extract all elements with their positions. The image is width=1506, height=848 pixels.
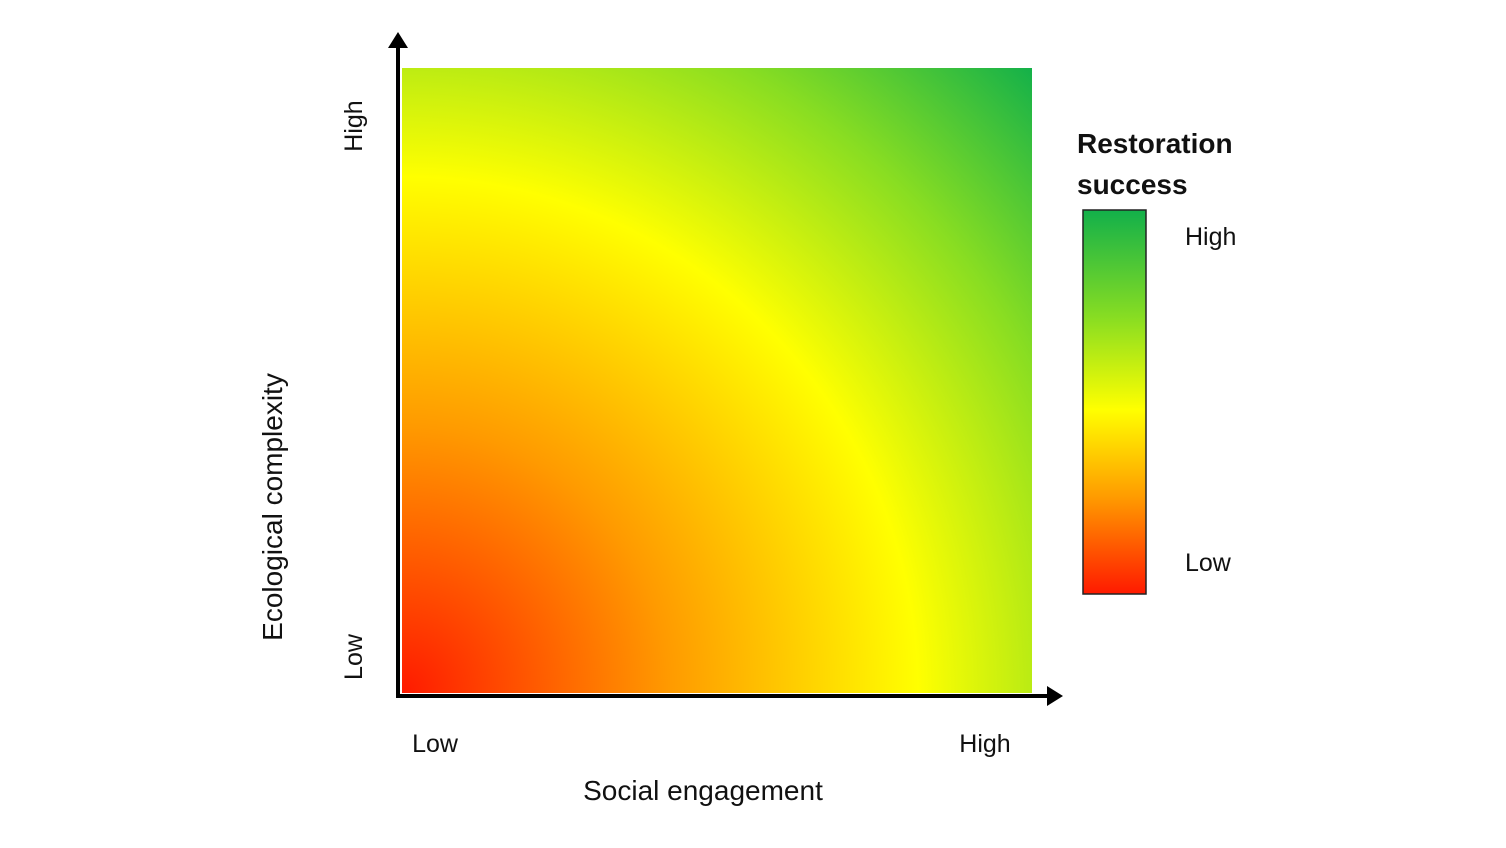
x-axis-title: Social engagement	[583, 775, 823, 806]
y-axis-title: Ecological complexity	[257, 373, 288, 641]
legend-high-label: High	[1185, 223, 1236, 251]
legend-color-bar	[1082, 209, 1147, 595]
success-gradient-field	[402, 68, 1032, 693]
y-axis-high-label: High	[340, 100, 368, 151]
legend-title-line1: Restoration	[1077, 128, 1233, 159]
y-axis-arrowhead	[388, 32, 408, 48]
x-axis-high-label: High	[959, 730, 1010, 758]
legend-low-label: Low	[1185, 549, 1232, 577]
x-axis-low-label: Low	[412, 730, 459, 758]
legend: Restoration success High Low	[1077, 128, 1236, 595]
y-axis-low-label: Low	[340, 633, 368, 680]
x-axis-arrowhead	[1047, 686, 1063, 706]
legend-title-line2: success	[1077, 169, 1188, 200]
y-axis	[388, 32, 408, 697]
x-axis	[396, 686, 1063, 706]
